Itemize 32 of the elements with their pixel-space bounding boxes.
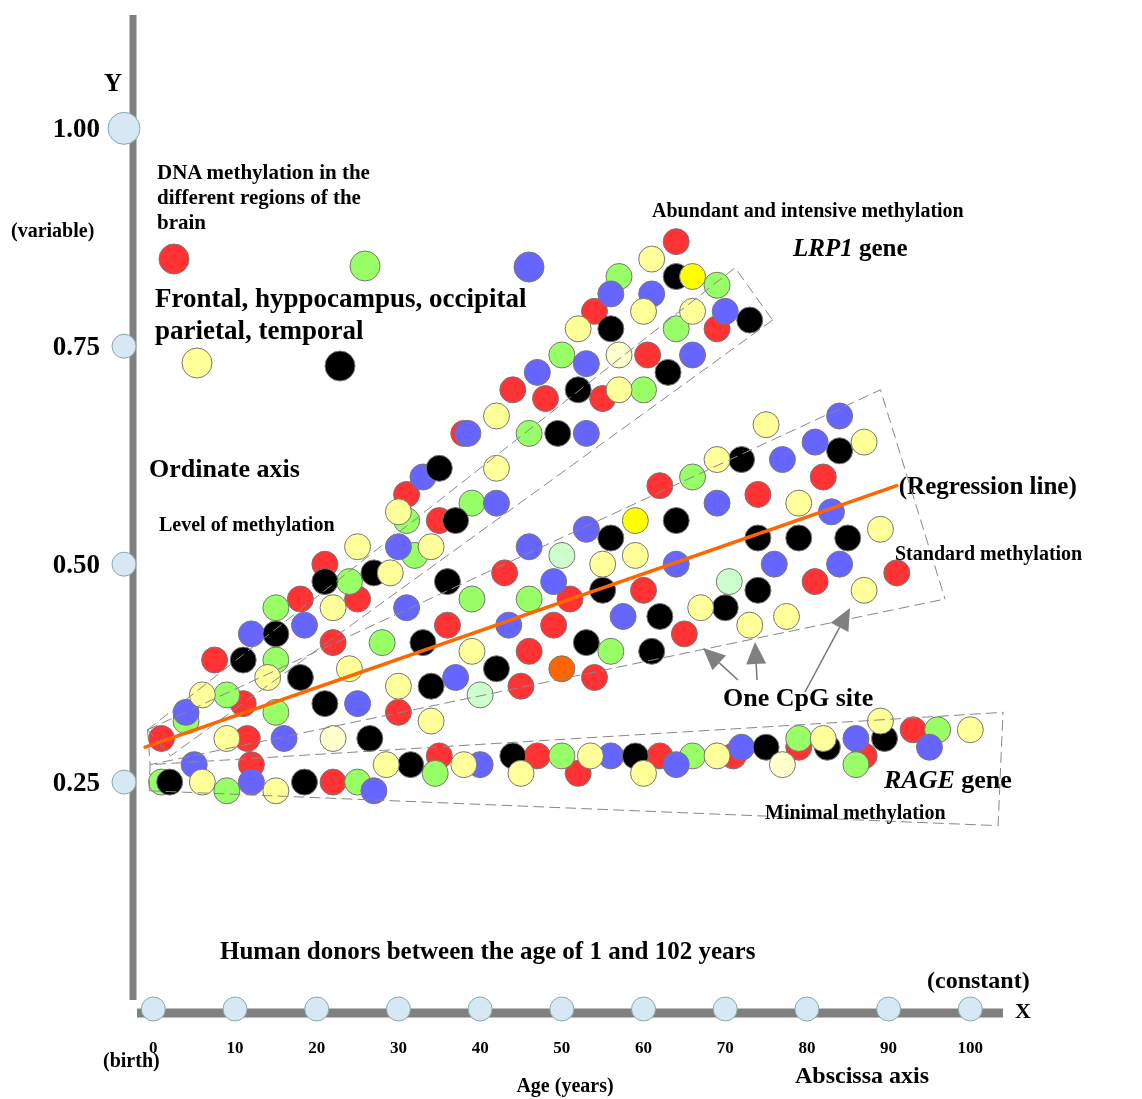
x-tick-label: 30 [389,1037,407,1057]
x-tick-label: 60 [635,1037,653,1057]
x-tick-label: 40 [471,1037,489,1057]
x-tick-label: 10 [226,1037,244,1057]
y-tick-label: 0.50 [52,549,100,580]
series-label: (Regression line) [898,472,1077,501]
annotation: Ordinate axis [149,453,300,483]
y-axis-title: Y [103,68,123,96]
annotation: DNA methylation in the different regions of the brain [157,160,370,235]
x-tick-label: 50 [553,1037,571,1057]
annotation: LRP1 gene [792,233,908,261]
x-tick-label: 90 [880,1037,898,1057]
annotation: (constant) [927,967,1030,993]
annotation: Level of methylation [159,513,335,536]
annotation: Frontal, hyppocampus, occipital parietal, temporal [155,283,528,346]
text: (variable) [11,219,95,242]
x-tick-label: 80 [798,1037,816,1057]
x-tick-label: 20 [308,1037,326,1057]
annotation: RAGE gene [883,764,1012,794]
text: X [1015,997,1031,1023]
text: Abscissa axis [795,1062,930,1088]
y-tick-label: 0.75 [52,331,100,362]
x-axis-title: Age (years) [516,1074,614,1097]
annotation: Human donors between the age of 1 and 102 years [220,936,756,964]
y-tick-label: 1.00 [52,113,100,144]
annotation: One CpG site [723,682,874,712]
annotation: Abundant and intensive methylation [652,199,964,222]
annotation: Standard methylation [895,542,1083,565]
x-tick-label: 100 [957,1037,984,1057]
y-tick-label: 0.25 [52,767,100,798]
x-tick-label: 70 [716,1037,734,1057]
annotation: Minimal methylation [765,801,946,824]
